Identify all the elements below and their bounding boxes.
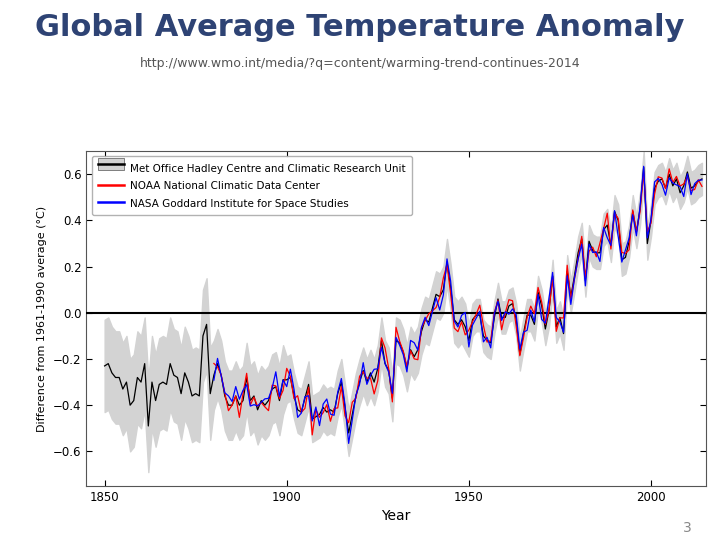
Met Office Hadley Centre and Climatic Research Unit	[100, 363, 109, 369]
NOAA National Climatic Data Center	[636, 208, 644, 215]
Met Office Hadley Centre and Climatic Research Unit	[344, 430, 353, 436]
Met Office Hadley Centre and Climatic Research Unit	[169, 372, 178, 379]
NOAA National Climatic Data Center	[210, 360, 218, 367]
NASA Goddard Institute for Space Studies	[563, 273, 572, 279]
NOAA National Climatic Data Center	[326, 418, 335, 424]
NOAA National Climatic Data Center	[672, 173, 681, 180]
NASA Goddard Institute for Space Studies	[639, 163, 648, 170]
Line: Met Office Hadley Centre and Climatic Research Unit: Met Office Hadley Centre and Climatic Re…	[104, 167, 702, 433]
NOAA National Climatic Data Center	[490, 309, 499, 315]
Text: http://www.wmo.int/media/?q=content/warming-trend-continues-2014: http://www.wmo.int/media/?q=content/warm…	[140, 57, 580, 70]
NASA Goddard Institute for Space Studies	[210, 377, 218, 383]
Met Office Hadley Centre and Climatic Research Unit	[158, 379, 167, 386]
NOAA National Climatic Data Center	[665, 166, 673, 172]
NOAA National Climatic Data Center	[698, 183, 706, 190]
NASA Goddard Institute for Space Studies	[490, 310, 499, 317]
NASA Goddard Institute for Space Studies	[344, 440, 353, 447]
NASA Goddard Institute for Space Studies	[698, 177, 706, 183]
Met Office Hadley Centre and Climatic Research Unit	[567, 293, 575, 300]
X-axis label: Year: Year	[382, 509, 410, 523]
Text: Global Average Temperature Anomaly: Global Average Temperature Anomaly	[35, 14, 685, 43]
NOAA National Climatic Data Center	[472, 311, 480, 318]
NASA Goddard Institute for Space Studies	[672, 181, 681, 188]
Line: NOAA National Climatic Data Center: NOAA National Climatic Data Center	[214, 169, 702, 435]
Line: NASA Goddard Institute for Space Studies: NASA Goddard Institute for Space Studies	[214, 166, 702, 443]
Met Office Hadley Centre and Climatic Research Unit	[119, 386, 127, 392]
Met Office Hadley Centre and Climatic Research Unit	[319, 404, 328, 411]
Legend: Met Office Hadley Centre and Climatic Research Unit, NOAA National Climatic Data: Met Office Hadley Centre and Climatic Re…	[91, 157, 412, 215]
Met Office Hadley Centre and Climatic Research Unit	[639, 164, 648, 171]
Text: 3: 3	[683, 521, 691, 535]
NASA Goddard Institute for Space Studies	[472, 315, 480, 321]
NOAA National Climatic Data Center	[563, 262, 572, 268]
NOAA National Climatic Data Center	[308, 431, 317, 438]
NASA Goddard Institute for Space Studies	[636, 204, 644, 210]
NASA Goddard Institute for Space Studies	[323, 396, 331, 402]
Met Office Hadley Centre and Climatic Research Unit	[698, 176, 706, 182]
Y-axis label: Difference from 1961-1990 average (°C): Difference from 1961-1990 average (°C)	[37, 206, 48, 431]
Met Office Hadley Centre and Climatic Research Unit	[508, 300, 517, 307]
